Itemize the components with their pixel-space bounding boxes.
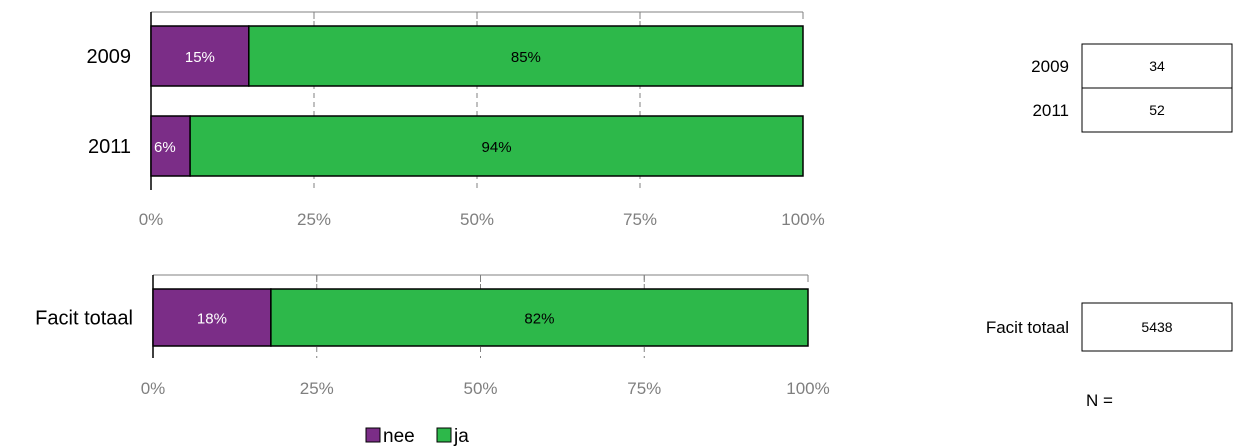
data-label: 82% <box>524 311 554 328</box>
x-tick-label: 25% <box>300 379 334 398</box>
x-tick-label: 25% <box>297 210 331 229</box>
data-label: 6% <box>154 139 176 156</box>
legend-swatch-nee <box>365 427 381 443</box>
n-total-label: Facit totaal <box>986 318 1069 337</box>
data-label: 94% <box>482 139 512 156</box>
bar-ja <box>189 115 804 177</box>
data-label: 85% <box>511 49 541 66</box>
x-tick-label: 75% <box>627 379 661 398</box>
x-tick-label: 0% <box>139 210 164 229</box>
n-total-value: 5438 <box>1141 319 1172 335</box>
x-tick-label: 0% <box>141 379 166 398</box>
category-label: 2009 <box>87 46 132 68</box>
x-tick-label: 50% <box>463 379 497 398</box>
chart-panel-2 <box>152 274 809 358</box>
n-row-value: 52 <box>1149 102 1165 118</box>
legend-label-nee: nee <box>383 426 415 447</box>
x-tick-label: 50% <box>460 210 494 229</box>
bar-ja <box>248 25 804 87</box>
n-label: N = <box>1086 391 1113 410</box>
n-row-year: 2011 <box>1032 101 1069 120</box>
x-tick-label: 100% <box>786 379 829 398</box>
category-label: Facit totaal <box>35 308 133 330</box>
bar-ja <box>270 288 809 347</box>
n-row-value: 34 <box>1149 58 1165 74</box>
x-tick-label: 100% <box>781 210 824 229</box>
category-label: 2011 <box>88 136 131 158</box>
n-row-year: 2009 <box>1031 57 1069 76</box>
data-label: 18% <box>197 311 227 328</box>
n-table <box>1081 43 1233 352</box>
legend <box>365 427 452 443</box>
x-tick-label: 75% <box>623 210 657 229</box>
n-total-box <box>1081 302 1233 352</box>
chart-panel-1 <box>150 11 804 190</box>
bar-nee <box>150 115 191 177</box>
legend-label-ja: ja <box>453 426 469 447</box>
legend-swatch-ja <box>436 427 452 443</box>
data-label: 15% <box>185 49 215 66</box>
